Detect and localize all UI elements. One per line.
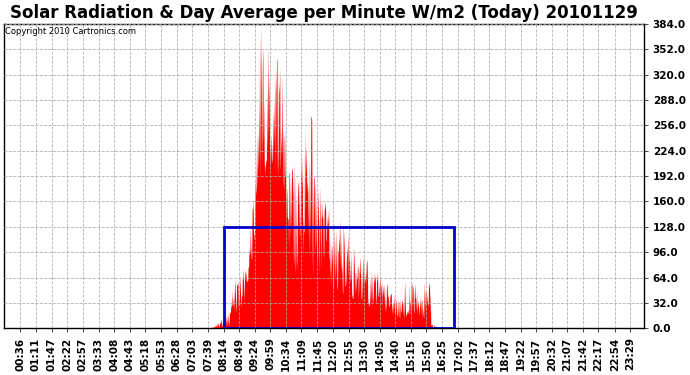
Title: Solar Radiation & Day Average per Minute W/m2 (Today) 20101129: Solar Radiation & Day Average per Minute… [10,4,638,22]
Bar [224,227,454,328]
Text: Copyright 2010 Cartronics.com: Copyright 2010 Cartronics.com [5,27,136,36]
